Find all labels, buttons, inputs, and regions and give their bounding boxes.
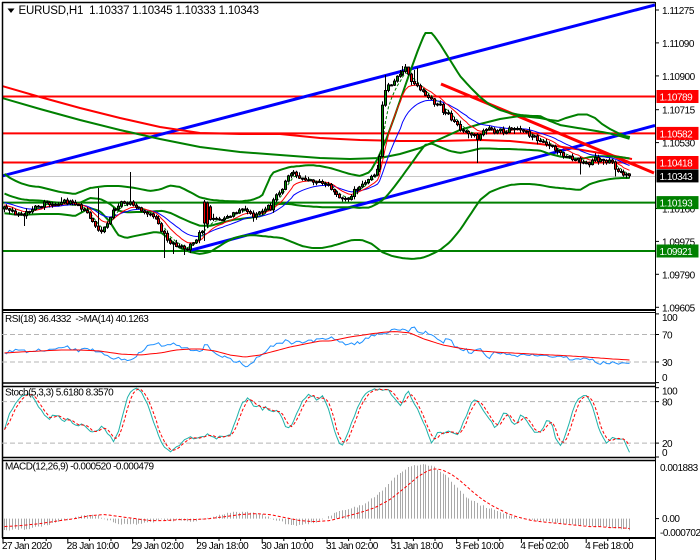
svg-text:4 Feb 02:00: 4 Feb 02:00 xyxy=(520,541,569,552)
svg-text:EURUSD,H1 1.10337 1.10345 1.1: EURUSD,H1 1.10337 1.10345 1.10333 1.1034… xyxy=(19,5,259,17)
svg-text:1.10789: 1.10789 xyxy=(660,93,694,104)
svg-text:3 Feb 10:00: 3 Feb 10:00 xyxy=(456,541,505,552)
svg-text:29 Jan 02:00: 29 Jan 02:00 xyxy=(132,541,185,552)
svg-text:0: 0 xyxy=(662,448,668,459)
svg-text:Stoch(5,3,3) 5.6180 8.3570: Stoch(5,3,3) 5.6180 8.3570 xyxy=(5,388,114,399)
svg-text:28 Jan 10:00: 28 Jan 10:00 xyxy=(67,541,120,552)
svg-text:100: 100 xyxy=(662,313,678,324)
svg-text:RSI(18) 36.4332 ->MA(14) 40.1: RSI(18) 36.4332 ->MA(14) 40.1263 xyxy=(5,314,149,325)
svg-text:1.10582: 1.10582 xyxy=(660,129,694,140)
svg-text:1.10160: 1.10160 xyxy=(662,205,696,216)
svg-text:4 Feb 18:00: 4 Feb 18:00 xyxy=(585,541,634,552)
svg-text:MACD(12,26,9) -0.000520 -0.000: MACD(12,26,9) -0.000520 -0.000479 xyxy=(5,462,155,473)
svg-text:100: 100 xyxy=(662,387,678,398)
svg-text:31 Jan 02:00: 31 Jan 02:00 xyxy=(326,541,379,552)
svg-text:70: 70 xyxy=(662,331,673,342)
svg-text:0: 0 xyxy=(662,373,668,384)
svg-text:20: 20 xyxy=(662,439,673,450)
svg-text:1.10343: 1.10343 xyxy=(660,172,694,183)
svg-text:1.09605: 1.09605 xyxy=(662,303,696,314)
svg-text:27 Jan 2020: 27 Jan 2020 xyxy=(2,541,52,552)
svg-text:30 Jan 10:00: 30 Jan 10:00 xyxy=(261,541,314,552)
svg-text:1.10900: 1.10900 xyxy=(662,72,696,83)
svg-text:0.00: 0.00 xyxy=(662,514,680,525)
svg-text:0.001883: 0.001883 xyxy=(660,463,699,474)
svg-text:80: 80 xyxy=(662,398,673,409)
svg-text:29 Jan 18:00: 29 Jan 18:00 xyxy=(196,541,249,552)
svg-text:31 Jan 18:00: 31 Jan 18:00 xyxy=(391,541,444,552)
svg-text:1.10715: 1.10715 xyxy=(662,106,696,117)
svg-text:1.10418: 1.10418 xyxy=(660,159,694,170)
svg-text:1.09921: 1.09921 xyxy=(660,247,694,258)
svg-text:1.11090: 1.11090 xyxy=(662,39,695,50)
svg-text:1.11275: 1.11275 xyxy=(662,6,695,17)
svg-text:1.10193: 1.10193 xyxy=(660,199,694,210)
svg-text:1.10530: 1.10530 xyxy=(662,139,696,150)
svg-text:-0.000702: -0.000702 xyxy=(660,528,700,539)
svg-text:1.09790: 1.09790 xyxy=(662,270,696,281)
svg-text:30: 30 xyxy=(662,358,673,369)
svg-text:1.09975: 1.09975 xyxy=(662,237,696,248)
